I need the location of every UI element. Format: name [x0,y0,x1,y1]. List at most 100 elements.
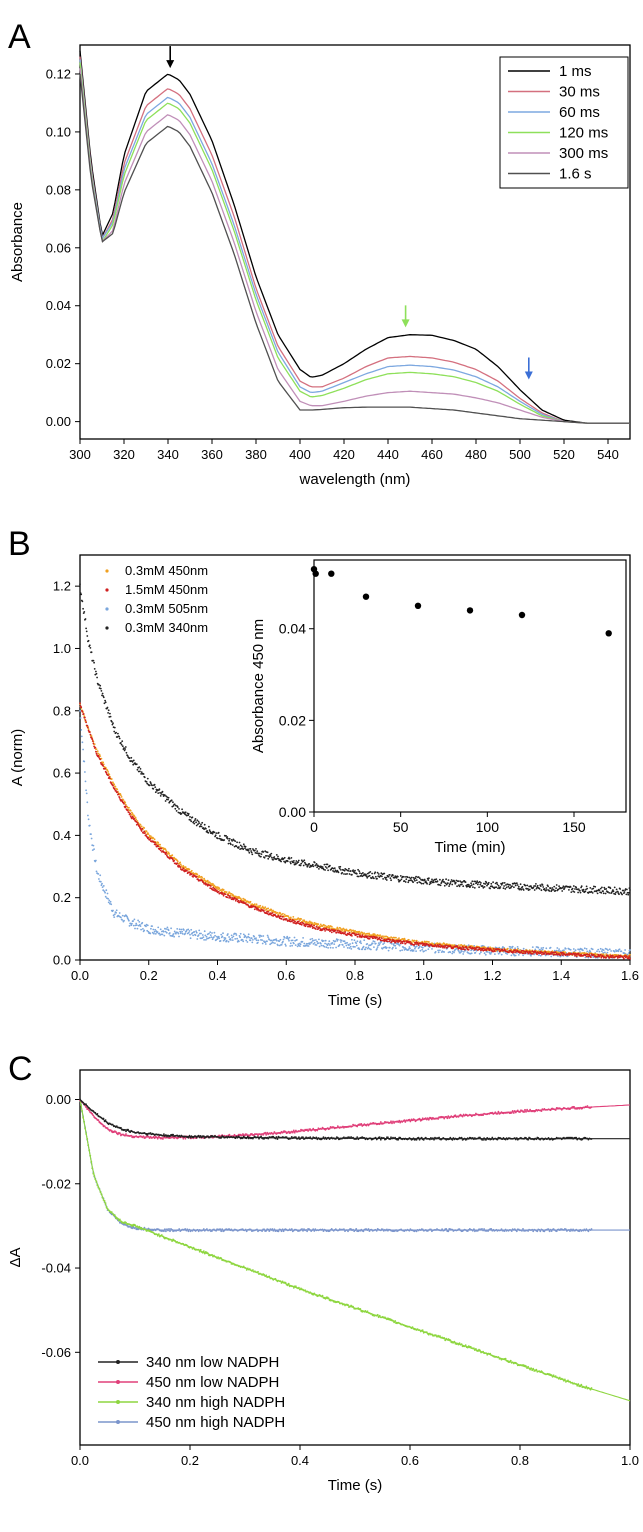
data-point [626,953,629,956]
data-point [561,886,564,889]
data-point [473,887,476,889]
data-point [384,878,387,880]
data-point [112,781,114,784]
data-point [385,879,388,881]
data-point [561,890,564,892]
data-point [154,928,157,931]
data-point [162,930,165,933]
data-point [196,819,199,822]
data-point [176,860,179,863]
data-point [247,933,250,936]
data-point [150,782,152,785]
data-point [101,886,104,888]
y-tick-label: 0.08 [46,182,71,197]
data-point [242,848,245,851]
data-point [86,635,89,637]
data-point [356,940,359,943]
data-point [80,735,83,738]
data-point [98,753,101,756]
data-point [132,924,135,927]
data-point [582,888,585,891]
data-point [333,867,336,869]
data-point [195,875,198,878]
data-point [127,806,130,809]
data-point [571,887,574,890]
data-point [541,948,544,951]
data-point [343,869,346,872]
data-point [218,887,221,890]
data-point [113,916,116,918]
data-point [487,883,490,886]
data-point [190,820,193,823]
data-point [161,933,164,936]
data-point [528,888,531,891]
data-point [290,1228,293,1230]
data-point [87,728,90,731]
data-point [154,841,157,844]
data-point [288,939,290,942]
data-point [143,827,146,829]
data-point [100,884,103,887]
data-point [203,877,206,880]
data-point [519,949,521,951]
data-point [287,915,290,918]
data-point [356,935,359,938]
data-point [506,947,509,950]
data-point [84,618,87,620]
data-point [331,942,334,944]
data-point [439,1335,441,1338]
data-point [335,931,338,934]
data-point [232,935,235,938]
data-point [230,939,232,941]
data-point [107,712,109,714]
data-point [96,676,98,679]
data-point [297,859,300,862]
data-point [421,948,424,951]
data-point [415,943,417,945]
data-point [277,944,279,947]
data-point [255,903,258,906]
data-point [140,825,143,828]
data-point [407,881,410,884]
data-point [244,935,247,938]
data-point [187,931,190,934]
inset-frame [313,559,627,813]
data-point [392,874,394,877]
data-point [123,747,125,749]
legend-label: 1 ms [559,63,592,80]
data-point [265,1134,268,1136]
data-point [135,820,138,823]
data-point [574,954,576,957]
data-point [108,776,111,778]
data-point [261,939,263,941]
data-point [282,857,285,860]
data-point [445,1228,448,1230]
data-point [173,935,176,938]
data-point [598,950,601,953]
data-point [448,885,450,887]
data-point [580,885,583,888]
data-point [382,935,384,938]
data-point [104,891,106,894]
data-point [486,884,488,887]
data-point [81,600,84,603]
data-point [437,951,440,954]
series-line [79,50,630,424]
data-point [389,877,392,880]
data-point [447,1230,450,1233]
data-point [591,892,594,894]
data-point [322,940,325,942]
data-point [267,907,270,910]
data-point [605,956,608,959]
data-point [388,874,391,876]
data-point [167,929,170,932]
data-point [102,889,105,892]
data-point [299,943,302,946]
data-point [168,932,171,934]
data-point [543,1230,546,1233]
data-point [120,742,122,744]
data-point [320,944,323,947]
data-point [263,856,266,859]
data-point [301,1228,303,1230]
data-point [216,889,218,892]
